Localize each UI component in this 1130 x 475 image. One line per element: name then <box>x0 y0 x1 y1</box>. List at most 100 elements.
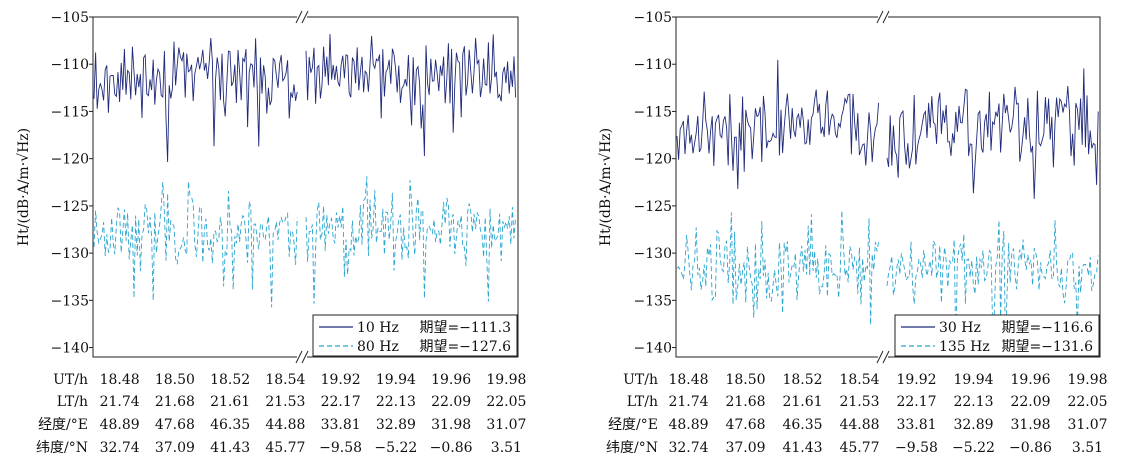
x-tick-label: 18.54 <box>265 372 305 388</box>
series-line-0 <box>93 37 298 163</box>
x-tick-label: 22.09 <box>431 394 471 410</box>
x-tick-label: 31.07 <box>1067 417 1107 433</box>
legend-expectation: 期望=−111.3 <box>419 320 511 336</box>
y-axis-label: Ht/(dB·A/m·√Hz) <box>16 128 32 246</box>
x-tick-label: 45.77 <box>265 440 305 456</box>
y-tick-label: −140 <box>51 341 89 357</box>
y-tick-label: −105 <box>634 10 672 26</box>
x-tick-label: 47.68 <box>155 417 195 433</box>
x-tick-label: 33.81 <box>896 417 936 433</box>
x-tick-label: 32.89 <box>953 417 993 433</box>
x-tick-label: 18.52 <box>210 372 250 388</box>
y-tick-label: −125 <box>634 199 672 215</box>
x-tick-label: 41.43 <box>210 440 250 456</box>
series-line-1 <box>886 220 1099 349</box>
x-row-label: 经度/°E <box>608 417 658 433</box>
x-row-label: LT/h <box>57 394 88 410</box>
axis-break-mark <box>876 10 884 24</box>
axis-break-gap <box>297 11 307 23</box>
x-tick-label: 21.68 <box>725 394 765 410</box>
series-line-1 <box>305 176 517 304</box>
x-tick-label: 19.94 <box>376 372 416 388</box>
axis-break-gap <box>878 351 888 363</box>
x-row-label: 经度/°E <box>38 417 88 433</box>
legend <box>312 314 518 357</box>
x-tick-label: 22.05 <box>486 394 526 410</box>
legend-label: 10 Hz <box>357 320 399 336</box>
y-tick-label: −120 <box>51 152 89 168</box>
x-tick-label: 22.13 <box>953 394 993 410</box>
x-tick-label: 3.51 <box>1072 440 1103 456</box>
x-tick-label: 22.17 <box>896 394 936 410</box>
x-tick-label: 44.88 <box>839 417 879 433</box>
x-tick-label: 19.92 <box>321 372 361 388</box>
y-axis-label: Ht/(dB·A/m·√Hz) <box>598 128 614 246</box>
x-tick-label: 19.98 <box>486 372 526 388</box>
x-tick-label: −0.86 <box>1009 440 1052 456</box>
series-line-0 <box>676 59 880 189</box>
x-row-label: 纬度/°N <box>36 440 88 456</box>
x-tick-label: 21.74 <box>100 394 140 410</box>
x-tick-label: 21.74 <box>668 394 708 410</box>
axis-break-mark <box>882 10 890 24</box>
axis-break-gap <box>297 351 307 363</box>
x-tick-label: 46.35 <box>210 417 250 433</box>
plot-frame <box>675 16 1101 358</box>
axis-break-mark <box>301 350 309 364</box>
x-tick-label: 22.09 <box>1010 394 1050 410</box>
x-row-label: UT/h <box>53 372 88 388</box>
x-tick-label: 44.88 <box>265 417 305 433</box>
x-tick-label: −9.58 <box>319 440 362 456</box>
x-tick-label: 22.17 <box>321 394 361 410</box>
legend <box>894 314 1100 357</box>
y-tick-label: −135 <box>634 293 672 309</box>
x-tick-label: 22.05 <box>1067 394 1107 410</box>
x-tick-label: 21.61 <box>210 394 250 410</box>
x-tick-label: 47.68 <box>725 417 765 433</box>
x-tick-label: −5.22 <box>374 440 417 456</box>
x-tick-label: 45.77 <box>839 440 879 456</box>
y-tick-label: −110 <box>51 57 89 73</box>
legend-label: 80 Hz <box>357 339 399 355</box>
x-tick-label: 37.09 <box>725 440 765 456</box>
legend-label: 135 Hz <box>939 339 990 355</box>
axis-break-mark <box>295 10 303 24</box>
chart-panel-2: −105 −110 −115 −120 −125 −130 −135 −140 Ht/(dB·A… <box>598 10 1108 456</box>
legend-label: 30 Hz <box>939 320 981 336</box>
x-tick-label: 21.53 <box>839 394 879 410</box>
x-tick-label: 19.96 <box>1010 372 1050 388</box>
axis-break-mark <box>295 350 303 364</box>
x-tick-label: 31.98 <box>431 417 471 433</box>
x-tick-label: 31.07 <box>486 417 526 433</box>
x-tick-label: 21.61 <box>782 394 822 410</box>
x-tick-label: 37.09 <box>155 440 195 456</box>
y-tick-label: −130 <box>51 246 89 262</box>
series-line-1 <box>676 210 880 326</box>
x-tick-label: 32.89 <box>376 417 416 433</box>
x-tick-label: −9.58 <box>895 440 938 456</box>
y-tick-label: −115 <box>634 104 672 120</box>
x-tick-label: 19.96 <box>431 372 471 388</box>
x-tick-label: −5.22 <box>952 440 995 456</box>
x-tick-label: 21.68 <box>155 394 195 410</box>
legend-expectation: 期望=−116.6 <box>1001 320 1093 336</box>
x-tick-label: 46.35 <box>782 417 822 433</box>
x-tick-label: 41.43 <box>782 440 822 456</box>
x-tick-label: 18.52 <box>782 372 822 388</box>
series-line-0 <box>305 34 517 157</box>
chart-panel-1: −105 −110 −115 −120 −125 −130 −135 −140 Ht/(dB·A… <box>16 10 526 456</box>
y-tick-label: −125 <box>51 199 89 215</box>
x-row-label: UT/h <box>623 372 658 388</box>
axis-break-mark <box>876 350 884 364</box>
x-tick-label: 31.98 <box>1010 417 1050 433</box>
x-tick-label: 32.74 <box>100 440 140 456</box>
legend-expectation: 期望=−131.6 <box>1001 339 1093 355</box>
x-tick-label: 19.94 <box>953 372 993 388</box>
y-tick-label: −140 <box>634 341 672 357</box>
x-tick-label: 32.74 <box>668 440 708 456</box>
series-line-1 <box>93 181 298 308</box>
x-tick-label: 21.53 <box>265 394 305 410</box>
x-tick-label: 22.13 <box>376 394 416 410</box>
series-line-0 <box>886 68 1099 199</box>
